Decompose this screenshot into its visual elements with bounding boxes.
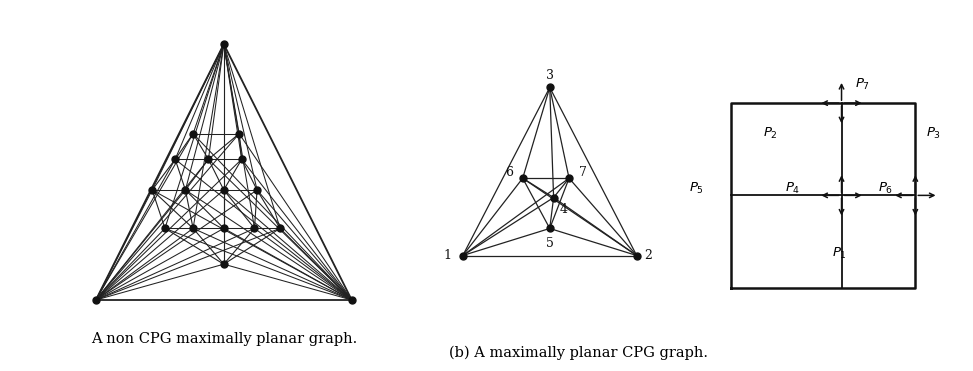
Text: 6: 6 bbox=[505, 166, 513, 179]
Text: $P_4$: $P_4$ bbox=[785, 181, 801, 196]
Text: 1: 1 bbox=[444, 249, 451, 262]
Text: $P_2$: $P_2$ bbox=[763, 125, 777, 141]
Text: $P_6$: $P_6$ bbox=[878, 181, 893, 196]
Text: $P_3$: $P_3$ bbox=[926, 125, 941, 141]
Text: $P_5$: $P_5$ bbox=[689, 181, 703, 196]
Text: $P_7$: $P_7$ bbox=[854, 77, 870, 92]
Text: A non CPG maximally planar graph.: A non CPG maximally planar graph. bbox=[90, 332, 357, 346]
Text: 3: 3 bbox=[546, 69, 554, 82]
Text: 2: 2 bbox=[644, 249, 652, 262]
Text: 7: 7 bbox=[579, 166, 587, 179]
Text: $P_1$: $P_1$ bbox=[832, 246, 847, 260]
Text: 5: 5 bbox=[546, 237, 554, 250]
Text: (b) A maximally planar CPG graph.: (b) A maximally planar CPG graph. bbox=[450, 345, 708, 360]
Text: 4: 4 bbox=[559, 203, 567, 216]
